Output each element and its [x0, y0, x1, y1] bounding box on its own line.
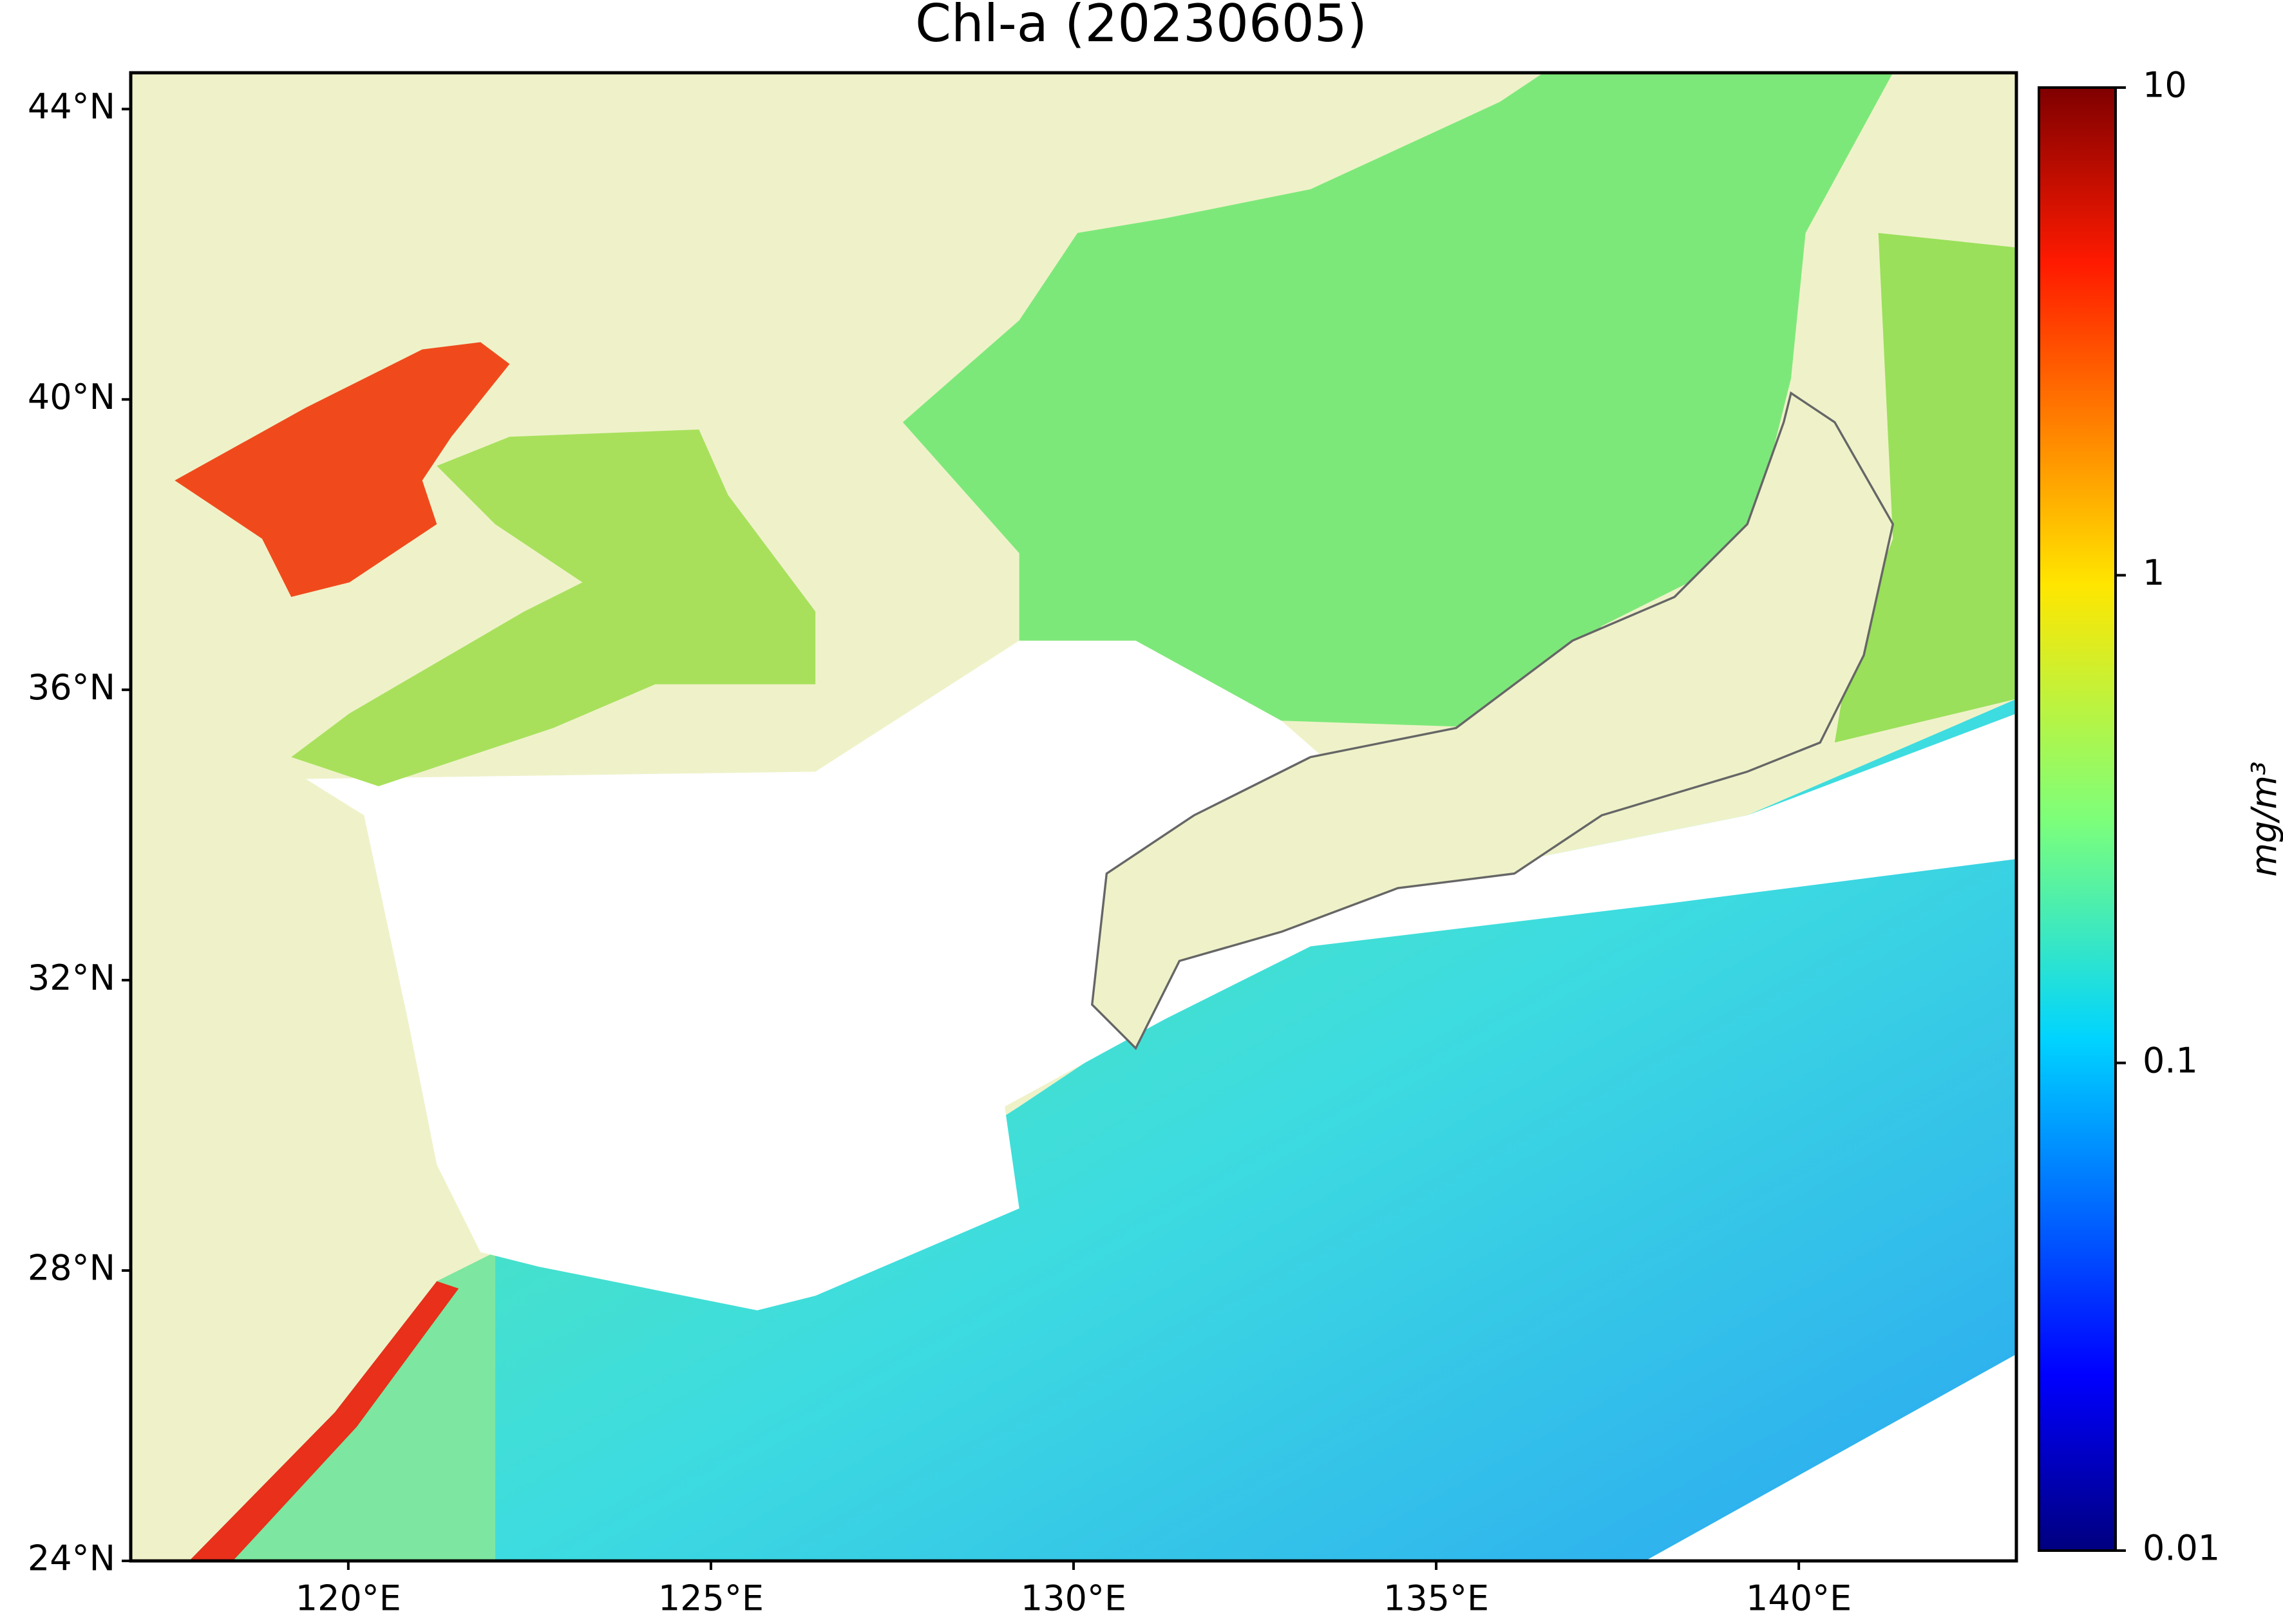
- colorbar-tick-label: 0.1: [2143, 1040, 2198, 1081]
- x-tick-label: 130°E: [1021, 1578, 1126, 1619]
- bohai-sea: [175, 342, 510, 598]
- y-tick-label: 32°N: [28, 958, 115, 998]
- y-tick-label: 28°N: [28, 1248, 115, 1289]
- y-tick-label: 24°N: [28, 1538, 115, 1579]
- x-tick-label: 120°E: [296, 1578, 401, 1619]
- cloud: [1645, 1354, 2016, 1561]
- colorbar: [2038, 86, 2117, 1552]
- colorbar-tick-label: 10: [2143, 65, 2187, 106]
- map-area: [131, 73, 2016, 1561]
- y-tick-label: 40°N: [28, 377, 115, 417]
- x-tick-label: 125°E: [658, 1578, 764, 1619]
- x-tick-label: 140°E: [1746, 1578, 1852, 1619]
- sea-of-japan: [902, 73, 1893, 728]
- colorbar-tick-label: 1: [2143, 552, 2165, 593]
- y-tick-label: 36°N: [28, 667, 115, 708]
- y-tick-label: 44°N: [28, 86, 115, 127]
- pacific-east-japan: [1834, 232, 2016, 743]
- title: Chl-a (20230605): [915, 0, 1367, 53]
- coastal-bloom: [189, 1281, 459, 1561]
- pacific-ocean: [495, 699, 2016, 1561]
- x-tick-label: 135°E: [1383, 1578, 1489, 1619]
- japan-land: [1090, 391, 1895, 1050]
- colorbar-label: mg/m³: [2244, 761, 2283, 876]
- colorbar-tick-label: 0.01: [2143, 1528, 2220, 1569]
- yellow-sea: [291, 429, 816, 786]
